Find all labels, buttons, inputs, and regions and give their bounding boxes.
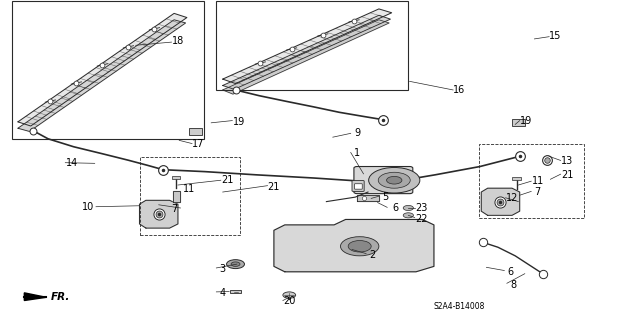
FancyBboxPatch shape	[352, 181, 364, 191]
Text: 11: 11	[182, 184, 195, 194]
Text: 9: 9	[354, 128, 360, 138]
Text: 21: 21	[221, 175, 234, 185]
Polygon shape	[481, 188, 520, 215]
Text: FR.: FR.	[51, 292, 70, 302]
Circle shape	[378, 172, 410, 188]
Bar	[479, 144, 584, 218]
Polygon shape	[18, 20, 186, 131]
Text: 13: 13	[561, 156, 573, 166]
Bar	[172, 176, 180, 179]
Polygon shape	[18, 13, 187, 126]
Circle shape	[387, 176, 402, 184]
Text: 7: 7	[534, 187, 541, 197]
Text: 17: 17	[192, 139, 205, 149]
Polygon shape	[223, 20, 389, 94]
Polygon shape	[24, 293, 46, 300]
Text: 10: 10	[82, 202, 95, 212]
Text: 19: 19	[520, 115, 532, 126]
Circle shape	[403, 205, 413, 211]
Text: 19: 19	[232, 117, 245, 127]
Circle shape	[340, 237, 379, 256]
FancyBboxPatch shape	[354, 167, 413, 194]
Polygon shape	[140, 200, 178, 228]
Circle shape	[283, 292, 296, 298]
Text: 21: 21	[561, 170, 573, 180]
Text: 6: 6	[508, 267, 514, 277]
Circle shape	[369, 167, 420, 193]
Text: 3: 3	[220, 263, 226, 274]
Bar	[140, 157, 240, 235]
Text: 18: 18	[172, 36, 184, 47]
Text: 2: 2	[369, 249, 376, 260]
Text: 6: 6	[392, 203, 399, 213]
Circle shape	[227, 260, 244, 269]
Polygon shape	[357, 195, 379, 201]
Text: 22: 22	[415, 213, 428, 224]
Circle shape	[231, 262, 240, 266]
Text: 1: 1	[354, 148, 360, 158]
Text: 23: 23	[415, 203, 428, 213]
Bar	[12, 1, 204, 139]
Text: 11: 11	[531, 176, 544, 186]
Circle shape	[348, 241, 371, 252]
Text: 15: 15	[549, 31, 562, 41]
Text: 5: 5	[382, 192, 388, 202]
Bar	[216, 1, 408, 90]
Text: 4: 4	[220, 288, 226, 298]
Text: 7: 7	[171, 204, 177, 214]
FancyBboxPatch shape	[355, 184, 362, 189]
Text: 21: 21	[268, 182, 280, 192]
Text: 14: 14	[65, 158, 78, 168]
Bar	[230, 290, 241, 293]
Circle shape	[403, 213, 413, 218]
Text: 12: 12	[506, 193, 518, 204]
Polygon shape	[173, 191, 180, 202]
Text: 20: 20	[283, 296, 296, 307]
Bar	[512, 119, 525, 126]
Text: S2A4-B14008: S2A4-B14008	[434, 302, 485, 311]
Bar	[512, 177, 521, 180]
Bar	[189, 128, 202, 135]
Polygon shape	[223, 15, 390, 89]
Polygon shape	[223, 9, 392, 84]
Text: 16: 16	[453, 85, 466, 95]
Polygon shape	[274, 219, 434, 272]
Text: 8: 8	[510, 279, 516, 290]
